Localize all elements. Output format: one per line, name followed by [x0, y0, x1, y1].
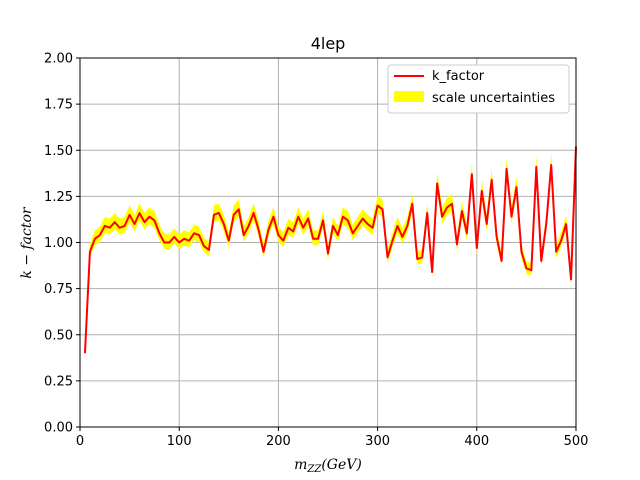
x-axis-label-subscript: ZZ	[306, 464, 322, 475]
x-tick-label: 300	[365, 434, 390, 449]
y-tick-label: 1.00	[44, 236, 73, 251]
y-tick-label: 0.50	[44, 328, 73, 343]
y-tick-label: 0.00	[44, 421, 73, 436]
legend: k_factor scale uncertainties	[387, 64, 570, 114]
legend-swatch-scale-uncertainties	[394, 91, 424, 102]
y-tick-label: 2.00	[44, 52, 73, 67]
y-axis-label: k − factor	[19, 206, 35, 279]
y-axis-ticks: 0.00 0.25 0.50 0.75 1.00 1.25 1.50 1.75 2.00	[44, 52, 80, 436]
y-tick-label: 1.75	[44, 98, 73, 113]
chart-title: 4lep	[311, 34, 346, 53]
legend-box	[387, 64, 570, 114]
y-tick-label: 1.50	[44, 144, 73, 159]
x-tick-label: 200	[266, 434, 291, 449]
x-tick-label: 0	[76, 434, 84, 449]
k-factor-line	[83, 146, 577, 354]
x-tick-label: 500	[564, 434, 589, 449]
legend-label-k-factor: k_factor	[432, 69, 485, 84]
x-axis-label-units: (GeV)	[321, 457, 362, 473]
x-axis-label-main: m	[294, 457, 307, 473]
y-tick-label: 0.25	[44, 374, 73, 389]
y-tick-label: 0.75	[44, 282, 73, 297]
k-factor-line-layer	[83, 146, 577, 354]
y-tick-label: 1.25	[44, 190, 73, 205]
x-tick-label: 100	[167, 434, 192, 449]
x-axis-ticks: 0 100 200 300 400 500	[76, 427, 589, 449]
x-tick-label: 400	[464, 434, 489, 449]
x-axis-label: mZZ(GeV)	[294, 457, 362, 475]
legend-label-scale-uncertainties: scale uncertainties	[432, 91, 555, 106]
